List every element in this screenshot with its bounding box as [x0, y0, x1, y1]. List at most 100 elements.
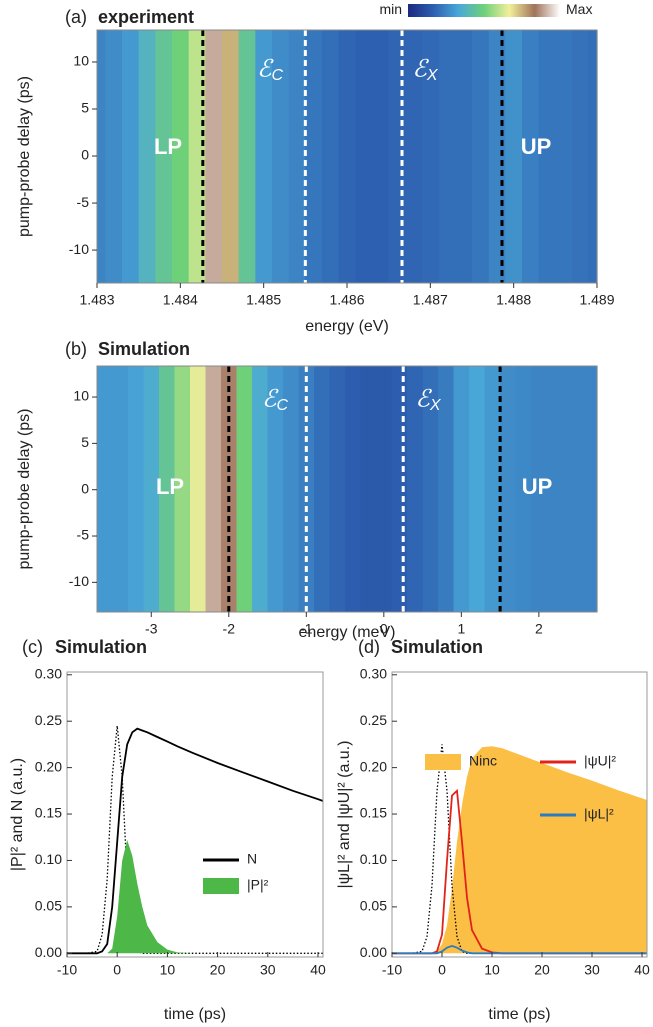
y-tick-label: -5: [77, 527, 90, 543]
y-tick-label: 5: [81, 434, 89, 450]
x-tick-label: 2: [535, 621, 543, 637]
heat-cell: [252, 366, 269, 612]
y-tick-label: 0.10: [35, 851, 62, 867]
y-tick-label: 0.20: [35, 758, 62, 774]
x-tick-label: 20: [534, 962, 550, 978]
panel-title: Simulation: [55, 637, 147, 657]
x-tick-label: -10: [382, 962, 402, 978]
legend-label: Ninc: [469, 753, 497, 769]
y-tick-label: 10: [73, 388, 89, 404]
colorbar-label: Max: [566, 1, 592, 17]
x-tick-label: 1.487: [413, 292, 448, 308]
panel: (c) Simulation time (ps) |P|² and N (a.u.) -…: [9, 637, 326, 1023]
x-tick-label: -1: [300, 621, 313, 637]
legend-label: |P|²: [247, 877, 269, 893]
y-tick-label: -5: [77, 194, 90, 210]
x-tick-label: 1.485: [246, 292, 281, 308]
x-tick-label: -3: [145, 621, 158, 637]
x-tick-label: 1.488: [496, 292, 531, 308]
panel-label: (a): [65, 7, 87, 27]
heat-cell: [505, 30, 523, 283]
heat-cell: [155, 30, 173, 283]
y-tick-label: 0.05: [360, 898, 387, 914]
x-tick-label: -10: [57, 962, 77, 978]
panel-label: (c): [22, 637, 43, 657]
panel: (a) experiment energy (eV) pump-probe delay…: [16, 1, 615, 335]
heat-cell: [472, 30, 490, 283]
y-tick-label: 0.05: [35, 898, 62, 914]
heat-cell: [272, 30, 290, 283]
heat-cell: [391, 366, 408, 612]
x-tick-label: 1.484: [163, 292, 198, 308]
panel-title: Simulation: [98, 339, 190, 359]
heat-cell: [500, 366, 517, 612]
y-tick-label: 0: [81, 147, 89, 163]
y-tick-label: 10: [73, 53, 89, 69]
y-tick-label: -10: [69, 573, 89, 589]
x-tick-label: 0: [380, 621, 388, 637]
y-tick-label: 0.20: [360, 758, 387, 774]
heat-cell: [515, 366, 532, 612]
annotation: LP: [154, 134, 182, 159]
heat-cell: [97, 30, 106, 283]
x-tick-label: 30: [584, 962, 600, 978]
heat-cell: [438, 30, 456, 283]
heat-cell: [222, 30, 240, 283]
heat-cell: [138, 30, 156, 283]
heat-cell: [522, 30, 540, 283]
x-tick-label: 1: [457, 621, 465, 637]
y-tick-label: 0.25: [35, 712, 62, 728]
x-tick-label: 40: [634, 962, 650, 978]
heat-cell: [538, 30, 556, 283]
panel-title: Simulation: [391, 637, 483, 657]
y-tick-label: 0: [81, 480, 89, 496]
heat-cell: [562, 366, 579, 612]
heat-cell: [546, 366, 563, 612]
annotation: LP: [156, 474, 184, 499]
heat-cell: [255, 30, 273, 283]
annotation: UP: [522, 474, 553, 499]
heat-cell: [422, 30, 440, 283]
heat-cell: [267, 366, 284, 612]
y-axis-label: pump-probe delay (ps): [16, 409, 33, 570]
line: [67, 725, 323, 954]
x-tick-label: 1.489: [579, 292, 614, 308]
y-tick-label: 0.00: [35, 944, 62, 960]
heat-cell: [305, 30, 323, 283]
line: [67, 727, 324, 955]
y-axis-label: pump-probe delay (ps): [16, 76, 33, 237]
legend-label: |ψU|²: [584, 753, 616, 769]
heat-cell: [238, 30, 256, 283]
area: [392, 746, 647, 954]
x-axis-label: energy (meV): [299, 624, 396, 641]
panel-label: (d): [358, 637, 380, 657]
annotation-sub: C: [271, 67, 283, 84]
legend-swatch: [203, 878, 239, 894]
x-axis-label: time (ps): [488, 1006, 550, 1023]
heat-cell: [453, 366, 470, 612]
heat-cell: [236, 366, 253, 612]
x-tick-label: 1.483: [79, 292, 114, 308]
heat-cell: [407, 366, 424, 612]
y-tick-label: 0.30: [360, 665, 387, 681]
heat-cell: [159, 366, 176, 612]
heat-cell: [531, 366, 548, 612]
y-axis-label: |ψL|² and |ψU|² (a.u.): [336, 741, 353, 889]
heat-cell: [484, 366, 501, 612]
panel: (d) Simulation time (ps) |ψL|² and |ψU|² (a…: [336, 637, 650, 1023]
y-tick-label: 0.30: [35, 665, 62, 681]
line: [392, 944, 647, 955]
heat-cell: [205, 366, 222, 612]
heat-cell: [360, 366, 377, 612]
heat-cell: [190, 366, 207, 612]
heat-cell: [572, 30, 590, 283]
heat-cell: [322, 30, 340, 283]
heat-cell: [455, 30, 473, 283]
frame: [66, 671, 324, 958]
heat-cell: [345, 366, 362, 612]
panel-title: experiment: [98, 7, 194, 27]
annotation-sub: X: [426, 67, 439, 84]
y-tick-label: -10: [69, 241, 89, 257]
heat-cell: [422, 366, 439, 612]
